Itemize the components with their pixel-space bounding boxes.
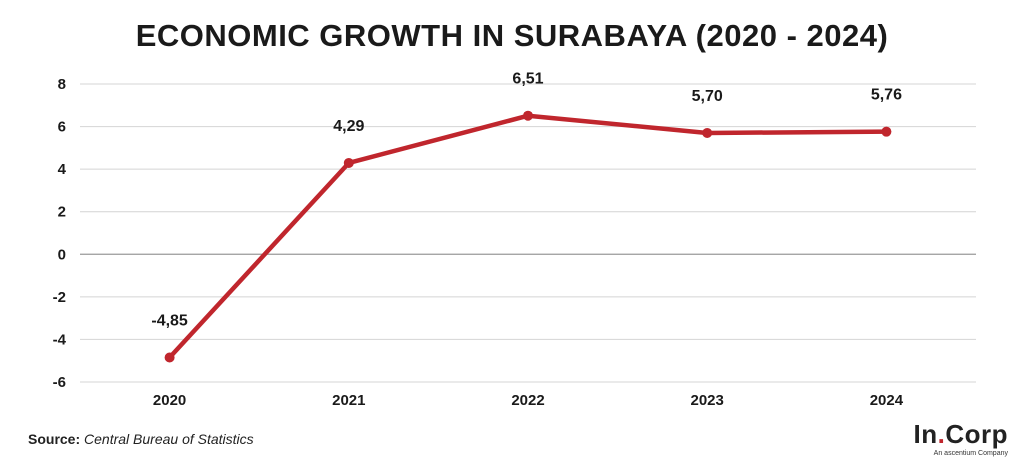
data-labels: -4,85 4,29 6,51 5,70 5,76 — [151, 71, 902, 330]
data-label: 4,29 — [333, 118, 364, 135]
data-point — [702, 127, 713, 138]
incorp-logo: In.Corp An ascentium Company — [898, 420, 1008, 457]
x-tick-label: 2024 — [870, 392, 904, 409]
x-axis-ticks: 2020 2021 2022 2023 2024 — [153, 392, 904, 409]
y-axis-ticks: 8 6 4 2 0 -2 -4 -6 — [53, 76, 67, 391]
data-label: 5,76 — [871, 87, 902, 104]
logo-dot: . — [937, 419, 946, 449]
data-points — [164, 110, 892, 363]
data-label: -4,85 — [151, 313, 188, 330]
x-tick-label: 2021 — [332, 392, 365, 409]
y-tick-label: 6 — [58, 119, 66, 136]
data-label: 5,70 — [692, 88, 723, 105]
x-tick-label: 2022 — [511, 392, 544, 409]
y-tick-label: 0 — [58, 246, 66, 263]
y-tick-label: 2 — [58, 204, 66, 221]
y-tick-label: 8 — [58, 76, 66, 93]
x-tick-label: 2023 — [691, 392, 724, 409]
y-tick-label: 4 — [58, 161, 67, 178]
logo-tagline: An ascentium Company — [933, 450, 1008, 457]
y-tick-label: -2 — [53, 289, 66, 306]
series-line — [167, 113, 889, 360]
x-tick-label: 2020 — [153, 392, 186, 409]
source-text: Central Bureau of Statistics — [84, 431, 254, 447]
data-point — [343, 157, 354, 168]
y-tick-label: -4 — [53, 331, 67, 348]
y-tick-label: -6 — [53, 374, 66, 391]
series-line-path — [167, 113, 889, 360]
data-point — [164, 352, 175, 363]
data-point — [523, 110, 533, 121]
data-label: 6,51 — [512, 71, 543, 88]
gridlines — [80, 83, 976, 383]
data-point — [881, 126, 892, 137]
chart-title: ECONOMIC GROWTH IN SURABAYA (2020 - 2024… — [135, 18, 889, 53]
logo-brand: In.Corp — [913, 419, 1008, 449]
source-note: Source: Central Bureau of Statistics — [28, 431, 254, 447]
source-label: Source: — [28, 431, 81, 447]
